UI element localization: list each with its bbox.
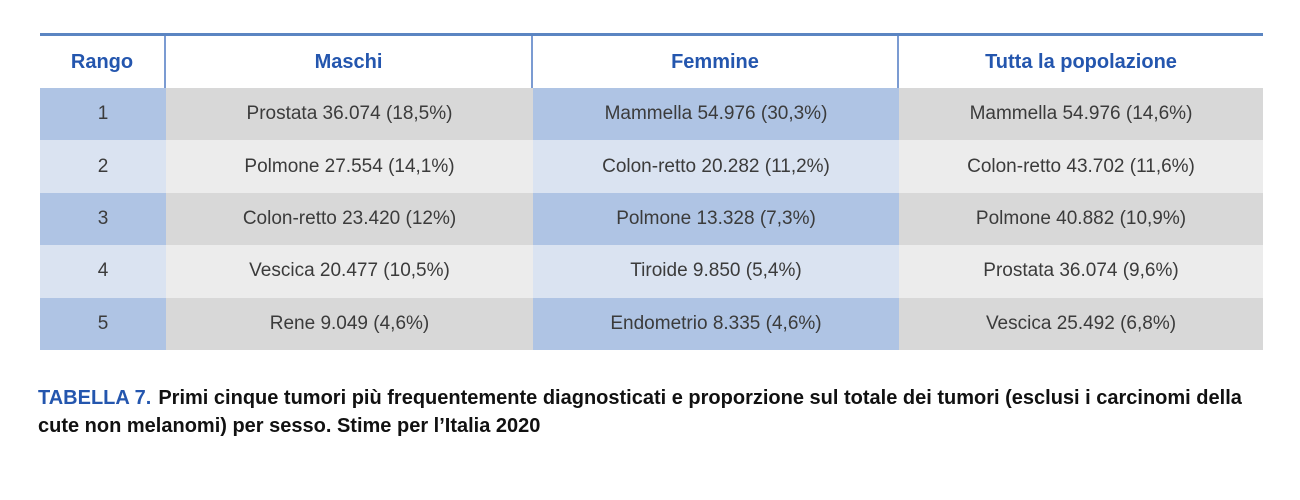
rank-cell: 1 [40, 88, 166, 141]
femmine-cell: Polmone 13.328 (7,3%) [533, 192, 899, 246]
rank-cell: 2 [40, 140, 166, 193]
header-cell-rango: Rango [40, 36, 166, 88]
rank-cell: 4 [40, 245, 166, 298]
tutta-cell: Prostata 36.074 (9,6%) [899, 245, 1263, 298]
femmine-cell: Colon-retto 20.282 (11,2%) [533, 140, 899, 193]
table-caption: TABELLA 7. Primi cinque tumori più freque… [38, 385, 1266, 440]
femmine-cell: Mammella 54.976 (30,3%) [533, 88, 899, 141]
rank-cell: 3 [40, 192, 166, 246]
maschi-cell: Polmone 27.554 (14,1%) [166, 140, 533, 193]
table-row: 5 Rene 9.049 (4,6%) Endometrio 8.335 (4,… [40, 297, 1263, 350]
maschi-cell: Colon-retto 23.420 (12%) [166, 192, 533, 246]
tutta-cell: Mammella 54.976 (14,6%) [899, 88, 1263, 141]
header-cell-femmine: Femmine [533, 36, 899, 88]
table-row: 1 Prostata 36.074 (18,5%) Mammella 54.97… [40, 88, 1263, 141]
tutta-cell: Polmone 40.882 (10,9%) [899, 192, 1263, 246]
header-cell-tutta-la-popolazione: Tutta la popolazione [985, 50, 1177, 73]
rank-cell: 5 [40, 297, 166, 350]
maschi-cell: Prostata 36.074 (18,5%) [166, 88, 533, 141]
femmine-cell: Endometrio 8.335 (4,6%) [533, 297, 899, 350]
table-row: 2 Polmone 27.554 (14,1%) Colon-retto 20.… [40, 140, 1263, 193]
table-row: 4 Vescica 20.477 (10,5%) Tiroide 9.850 (… [40, 245, 1263, 298]
maschi-cell: Rene 9.049 (4,6%) [166, 297, 533, 350]
header-cell-maschi: Maschi [166, 36, 533, 88]
cancer-ranking-table: Rango Maschi Femmine Tutta la popolazion… [40, 33, 1263, 350]
maschi-cell: Vescica 20.477 (10,5%) [166, 245, 533, 298]
femmine-cell: Tiroide 9.850 (5,4%) [533, 245, 899, 298]
table-header-row: Rango Maschi Femmine Tutta la popolazion… [40, 36, 1263, 88]
tutta-cell: Colon-retto 43.702 (11,6%) [899, 140, 1263, 193]
table-row: 3 Colon-retto 23.420 (12%) Polmone 13.32… [40, 192, 1263, 246]
caption-text: Primi cinque tumori più frequentemente d… [38, 387, 1242, 437]
tutta-cell: Vescica 25.492 (6,8%) [899, 297, 1263, 350]
caption-label: TABELLA 7. [38, 387, 152, 409]
